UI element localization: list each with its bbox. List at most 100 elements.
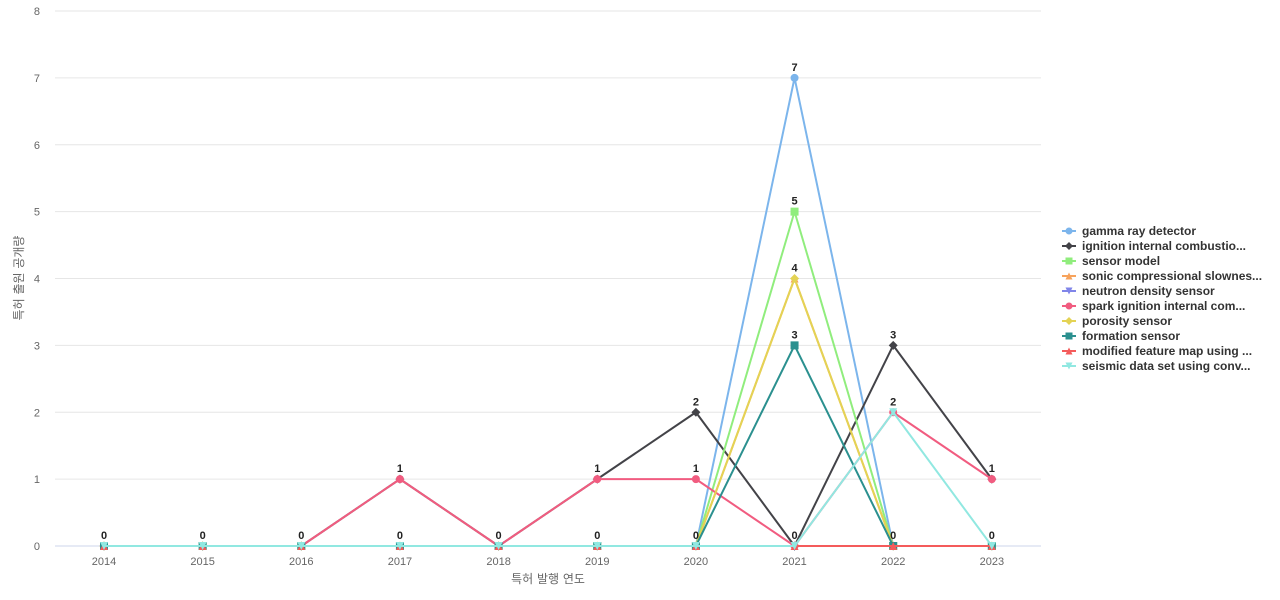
legend-label: porosity sensor bbox=[1082, 314, 1172, 328]
legend-marker bbox=[1065, 287, 1073, 295]
legend-label: seismic data set using conv... bbox=[1082, 359, 1251, 373]
data-point[interactable] bbox=[691, 542, 700, 550]
y-tick-label: 6 bbox=[34, 140, 40, 152]
data-point[interactable] bbox=[593, 475, 602, 484]
legend-item[interactable]: sonic compressional slownes... bbox=[1062, 269, 1262, 283]
legend-item[interactable]: neutron density sensor bbox=[1062, 284, 1215, 298]
data-label: 3 bbox=[791, 329, 797, 341]
legend-item[interactable]: formation sensor bbox=[1062, 329, 1180, 343]
data-label: 3 bbox=[890, 329, 896, 341]
data-point[interactable] bbox=[395, 475, 404, 484]
legend-label: gamma ray detector bbox=[1082, 224, 1196, 238]
data-label: 1 bbox=[397, 463, 403, 475]
series-1 bbox=[99, 340, 997, 551]
data-label: 1 bbox=[594, 463, 600, 475]
legend-item[interactable]: seismic data set using conv... bbox=[1062, 359, 1251, 373]
x-axis-ticks: 2014 2015 2016 2017 2018 2019 2020 2021 2022 2023 bbox=[92, 546, 1004, 568]
data-label: 5 bbox=[791, 196, 797, 208]
data-point[interactable] bbox=[691, 407, 701, 417]
data-label: 0 bbox=[200, 530, 206, 542]
x-tick-label: 2016 bbox=[289, 556, 313, 568]
series-line[interactable] bbox=[104, 344, 993, 547]
y-tick-label: 7 bbox=[34, 73, 40, 85]
data-label: 0 bbox=[397, 530, 403, 542]
data-label: 0 bbox=[989, 530, 995, 542]
legend-item[interactable]: porosity sensor bbox=[1062, 314, 1172, 328]
data-label: 4 bbox=[791, 263, 798, 275]
legend-label: formation sensor bbox=[1082, 329, 1180, 343]
x-tick-label: 2018 bbox=[486, 556, 510, 568]
x-axis-title: 특허 발행 연도 bbox=[511, 571, 585, 586]
data-label: 0 bbox=[496, 530, 502, 542]
data-point[interactable] bbox=[790, 274, 800, 283]
data-point[interactable] bbox=[593, 542, 602, 550]
legend-item[interactable]: spark ignition internal com... bbox=[1062, 299, 1245, 313]
legend-item[interactable]: ignition internal combustio... bbox=[1062, 239, 1246, 253]
legend-item[interactable]: gamma ray detector bbox=[1062, 224, 1196, 238]
series-9 bbox=[100, 408, 996, 550]
data-label: 1 bbox=[989, 463, 995, 475]
data-label: 2 bbox=[693, 396, 699, 408]
data-point[interactable] bbox=[888, 340, 898, 350]
legend-marker bbox=[1065, 347, 1073, 355]
legend-label: spark ignition internal com... bbox=[1082, 299, 1245, 313]
legend-label: neutron density sensor bbox=[1082, 284, 1215, 298]
y-axis-title: 특허 출원 공개량 bbox=[12, 236, 26, 321]
x-tick-label: 2019 bbox=[585, 556, 609, 568]
data-point[interactable] bbox=[889, 542, 898, 550]
legend-label: ignition internal combustio... bbox=[1082, 239, 1246, 253]
data-labels: 0 0 0 1 0 0 1 0 2 1 0 7 5 4 3 0 3 2 0 1 0 bbox=[101, 62, 995, 542]
gridlines bbox=[55, 10, 1041, 547]
data-label: 0 bbox=[101, 530, 107, 542]
data-point[interactable] bbox=[790, 341, 799, 350]
x-tick-label: 2023 bbox=[980, 556, 1004, 568]
data-point[interactable] bbox=[395, 542, 404, 550]
data-point[interactable] bbox=[297, 542, 306, 550]
data-label: 0 bbox=[594, 530, 600, 542]
legend-marker bbox=[1065, 302, 1073, 310]
data-point[interactable] bbox=[790, 542, 799, 550]
y-tick-label: 8 bbox=[34, 6, 40, 18]
legend-item[interactable]: sensor model bbox=[1062, 254, 1160, 268]
legend-item[interactable]: modified feature map using ... bbox=[1062, 344, 1252, 358]
series-7 bbox=[100, 341, 996, 550]
data-label: 0 bbox=[791, 530, 797, 542]
data-label: 7 bbox=[791, 62, 797, 74]
data-point[interactable] bbox=[790, 207, 799, 216]
legend-marker bbox=[1065, 257, 1073, 265]
data-point[interactable] bbox=[987, 542, 996, 550]
series-2 bbox=[100, 207, 996, 550]
series-line[interactable] bbox=[104, 411, 993, 547]
x-tick-label: 2022 bbox=[881, 556, 905, 568]
legend-marker bbox=[1065, 332, 1073, 340]
legend-marker bbox=[1065, 317, 1073, 325]
data-point[interactable] bbox=[494, 542, 503, 550]
series-lines bbox=[99, 73, 997, 551]
y-tick-label: 2 bbox=[34, 407, 40, 419]
data-label: 0 bbox=[693, 530, 699, 542]
legend-label: sonic compressional slownes... bbox=[1082, 269, 1262, 283]
legend-marker bbox=[1065, 227, 1073, 235]
legend-marker bbox=[1065, 242, 1073, 250]
y-tick-label: 3 bbox=[34, 340, 40, 352]
x-tick-label: 2014 bbox=[92, 556, 116, 568]
legend-label: sensor model bbox=[1082, 254, 1160, 268]
x-tick-label: 2020 bbox=[684, 556, 708, 568]
data-point[interactable] bbox=[198, 542, 207, 550]
data-label: 0 bbox=[298, 530, 304, 542]
legend-marker bbox=[1065, 272, 1073, 280]
x-tick-label: 2021 bbox=[782, 556, 806, 568]
data-point[interactable] bbox=[691, 475, 700, 484]
legend-marker bbox=[1065, 362, 1073, 370]
x-tick-label: 2015 bbox=[190, 556, 214, 568]
data-point[interactable] bbox=[790, 73, 799, 82]
series-0 bbox=[100, 73, 996, 550]
y-tick-label: 1 bbox=[34, 474, 40, 486]
data-point[interactable] bbox=[987, 475, 996, 484]
data-label: 1 bbox=[693, 463, 699, 475]
data-point[interactable] bbox=[100, 542, 108, 550]
y-axis-ticks: 0 1 2 3 4 5 6 7 8 bbox=[34, 6, 40, 553]
series-line[interactable] bbox=[104, 344, 992, 547]
data-point[interactable] bbox=[889, 408, 898, 417]
